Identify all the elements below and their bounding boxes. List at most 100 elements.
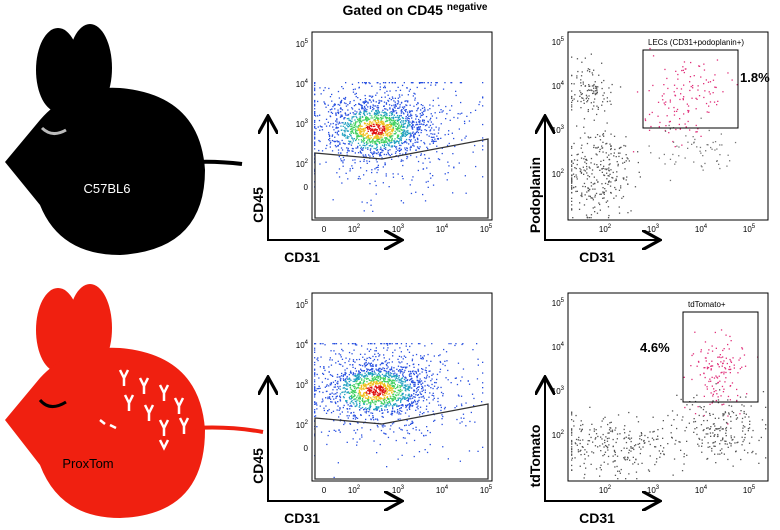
event-dot xyxy=(702,443,703,444)
event-dot xyxy=(482,447,483,448)
tick-exp: 3 xyxy=(305,119,309,125)
event-dot xyxy=(337,401,338,402)
event-dot xyxy=(349,408,350,409)
event-dot xyxy=(386,371,387,372)
event-dot xyxy=(352,385,353,386)
event-dot xyxy=(594,196,595,197)
event-dot xyxy=(314,348,315,349)
event-dot xyxy=(395,122,396,123)
event-dot xyxy=(430,361,431,362)
event-dot xyxy=(696,108,697,109)
event-dot xyxy=(364,373,365,374)
event-dot xyxy=(415,118,416,119)
event-dot xyxy=(586,163,587,164)
event-dot xyxy=(571,181,572,182)
tick-label: 103 xyxy=(647,224,660,234)
event-dot xyxy=(722,356,723,357)
event-dot xyxy=(608,87,609,88)
event-dot xyxy=(633,449,634,450)
event-dot xyxy=(596,153,597,154)
event-dot xyxy=(612,177,613,178)
event-dot xyxy=(406,116,407,117)
event-dot xyxy=(602,172,603,173)
event-dot xyxy=(366,142,367,143)
event-dot xyxy=(392,408,393,409)
event-dot xyxy=(354,388,355,389)
event-dot xyxy=(576,168,577,169)
event-dot xyxy=(649,114,650,115)
event-dot xyxy=(596,468,597,469)
event-dot xyxy=(376,159,377,160)
event-dot xyxy=(431,384,432,385)
event-dot xyxy=(429,162,430,163)
event-dot xyxy=(638,444,639,445)
event-dot xyxy=(384,128,385,129)
event-dot xyxy=(417,391,418,392)
event-dot xyxy=(368,137,369,138)
event-dot xyxy=(367,388,368,389)
event-dot xyxy=(342,411,343,412)
event-dot xyxy=(422,371,423,372)
event-dot xyxy=(424,381,425,382)
event-dot xyxy=(707,433,708,434)
event-dot xyxy=(673,419,674,420)
event-dot xyxy=(333,394,334,395)
event-dot xyxy=(637,91,638,92)
event-dot xyxy=(442,395,443,396)
event-dot xyxy=(325,397,326,398)
event-dot xyxy=(696,146,697,147)
event-dot xyxy=(342,366,343,367)
event-dot xyxy=(589,176,590,177)
event-dot xyxy=(383,82,384,83)
event-dot xyxy=(376,193,377,194)
event-dot xyxy=(356,93,357,94)
event-dot xyxy=(356,121,357,122)
event-dot xyxy=(765,407,766,408)
gate xyxy=(643,50,738,128)
event-dot xyxy=(381,410,382,411)
event-dot xyxy=(425,435,426,436)
event-dot xyxy=(408,120,409,121)
event-dot xyxy=(342,134,343,135)
event-dot xyxy=(608,215,609,216)
event-dot xyxy=(621,198,622,199)
event-dot xyxy=(652,431,653,432)
event-dot xyxy=(732,79,733,80)
event-dot xyxy=(365,388,366,389)
event-dot xyxy=(372,142,373,143)
event-dot xyxy=(350,126,351,127)
event-dot xyxy=(696,434,697,435)
event-dot xyxy=(370,407,371,408)
event-dot xyxy=(706,433,707,434)
tick-exp: 3 xyxy=(401,485,405,491)
event-dot xyxy=(584,454,585,455)
event-dot xyxy=(395,131,396,132)
event-dot xyxy=(594,428,595,429)
event-dot xyxy=(709,446,710,447)
event-dot xyxy=(376,153,377,154)
event-dot xyxy=(389,126,390,127)
event-dot xyxy=(391,414,392,415)
event-dot xyxy=(612,84,613,85)
event-dot xyxy=(376,388,377,389)
event-dot xyxy=(423,168,424,169)
event-dot xyxy=(700,374,701,375)
event-dot xyxy=(601,194,602,195)
event-dot xyxy=(362,398,363,399)
tick-label: 104 xyxy=(436,485,449,495)
event-dot xyxy=(397,100,398,101)
event-dot xyxy=(372,364,373,365)
event-dot xyxy=(709,404,710,405)
event-dot xyxy=(725,428,726,429)
event-dot xyxy=(323,368,324,369)
event-dot xyxy=(375,356,376,357)
event-dot xyxy=(364,378,365,379)
event-dot xyxy=(384,370,385,371)
event-dot xyxy=(390,428,391,429)
event-dot xyxy=(671,432,672,433)
event-dot xyxy=(730,372,731,373)
event-dot xyxy=(355,392,356,393)
event-dot xyxy=(371,101,372,102)
event-dot xyxy=(388,372,389,373)
event-dot xyxy=(691,379,692,380)
